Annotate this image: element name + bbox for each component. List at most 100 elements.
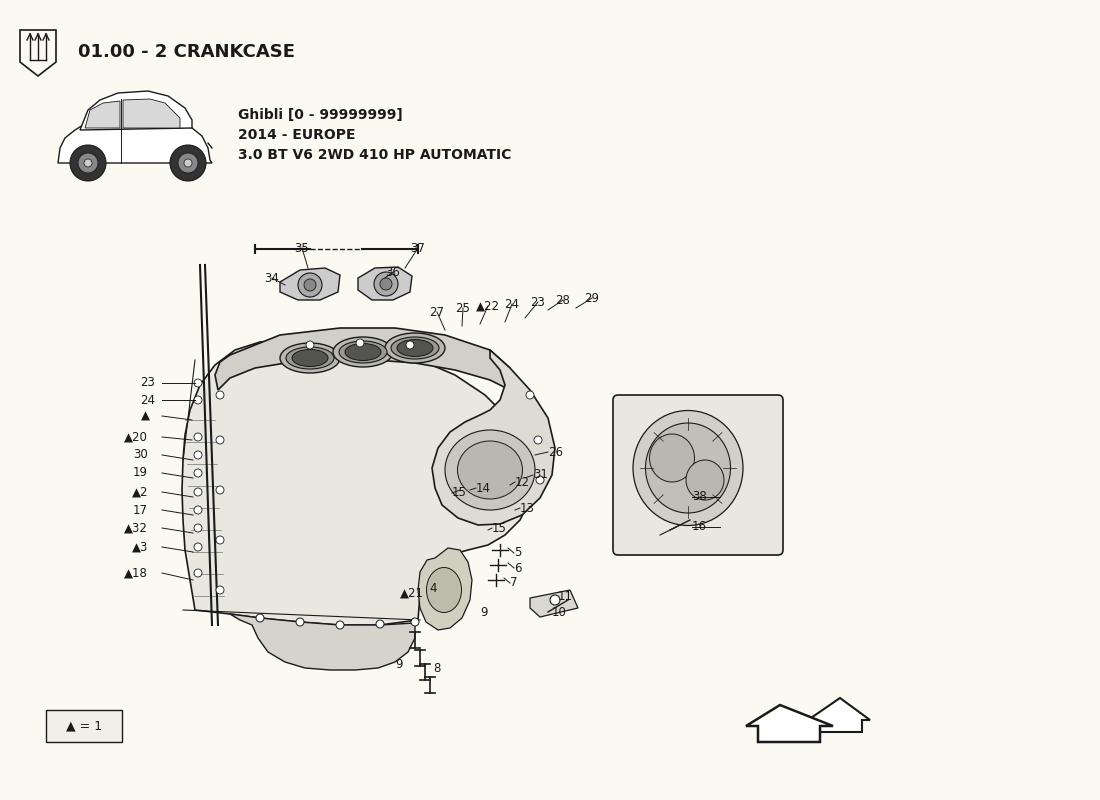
Circle shape <box>216 536 224 544</box>
FancyBboxPatch shape <box>613 395 783 555</box>
Circle shape <box>256 614 264 622</box>
Text: ▲20: ▲20 <box>124 430 148 443</box>
Text: ▲ = 1: ▲ = 1 <box>66 719 102 733</box>
Text: ▲22: ▲22 <box>476 299 501 313</box>
Circle shape <box>356 339 364 347</box>
Circle shape <box>304 279 316 291</box>
Circle shape <box>374 272 398 296</box>
Circle shape <box>194 433 202 441</box>
Circle shape <box>84 159 92 167</box>
Circle shape <box>379 278 392 290</box>
Text: 15: 15 <box>452 486 466 499</box>
Ellipse shape <box>686 460 724 500</box>
Text: 15: 15 <box>492 522 507 534</box>
Circle shape <box>216 391 224 399</box>
Text: 36: 36 <box>386 266 400 278</box>
Text: 10: 10 <box>552 606 567 618</box>
Text: 23: 23 <box>140 377 155 390</box>
Text: 01.00 - 2 CRANKCASE: 01.00 - 2 CRANKCASE <box>78 43 295 61</box>
Polygon shape <box>280 268 340 300</box>
Ellipse shape <box>390 337 439 359</box>
Circle shape <box>306 341 313 349</box>
Ellipse shape <box>385 333 446 363</box>
Text: 13: 13 <box>520 502 535 514</box>
Polygon shape <box>123 99 180 128</box>
Polygon shape <box>230 614 415 670</box>
Ellipse shape <box>339 341 387 363</box>
Circle shape <box>298 273 322 297</box>
Polygon shape <box>418 548 472 630</box>
Text: 23: 23 <box>530 295 546 309</box>
Circle shape <box>406 341 414 349</box>
Text: 30: 30 <box>133 449 148 462</box>
Circle shape <box>550 595 560 605</box>
Text: 9: 9 <box>480 606 487 618</box>
Text: 26: 26 <box>548 446 563 458</box>
Text: 25: 25 <box>455 302 471 314</box>
Text: 3.0 BT V6 2WD 410 HP AUTOMATIC: 3.0 BT V6 2WD 410 HP AUTOMATIC <box>238 148 512 162</box>
Circle shape <box>216 436 224 444</box>
Text: 31: 31 <box>534 469 548 482</box>
Text: ▲3: ▲3 <box>132 541 148 554</box>
Circle shape <box>170 145 206 181</box>
Circle shape <box>194 469 202 477</box>
Text: 24: 24 <box>140 394 155 406</box>
Circle shape <box>216 486 224 494</box>
Text: 2014 - EUROPE: 2014 - EUROPE <box>238 128 355 142</box>
FancyBboxPatch shape <box>46 710 122 742</box>
Polygon shape <box>746 705 833 742</box>
Ellipse shape <box>345 343 381 361</box>
Circle shape <box>526 391 534 399</box>
Text: 14: 14 <box>476 482 491 494</box>
Circle shape <box>70 145 106 181</box>
Ellipse shape <box>333 337 393 367</box>
Ellipse shape <box>280 343 340 373</box>
Polygon shape <box>85 101 120 128</box>
Circle shape <box>194 379 202 387</box>
Circle shape <box>534 436 542 444</box>
Text: 29: 29 <box>584 291 600 305</box>
Text: 4: 4 <box>429 582 437 594</box>
Circle shape <box>184 159 192 167</box>
Text: 35: 35 <box>295 242 309 254</box>
Polygon shape <box>530 590 578 617</box>
Text: 34: 34 <box>265 271 279 285</box>
Polygon shape <box>808 698 870 732</box>
Circle shape <box>194 451 202 459</box>
Text: 16: 16 <box>692 521 707 534</box>
Text: 17: 17 <box>133 503 148 517</box>
Circle shape <box>194 488 202 496</box>
Text: 28: 28 <box>556 294 571 306</box>
Text: 27: 27 <box>429 306 444 318</box>
Polygon shape <box>182 340 534 625</box>
Ellipse shape <box>446 430 535 510</box>
Circle shape <box>296 618 304 626</box>
Circle shape <box>336 621 344 629</box>
Circle shape <box>536 476 544 484</box>
Polygon shape <box>214 328 510 390</box>
Text: 8: 8 <box>433 662 440 674</box>
Text: Ghibli [0 - 99999999]: Ghibli [0 - 99999999] <box>238 108 403 122</box>
Text: 12: 12 <box>515 475 530 489</box>
Ellipse shape <box>458 441 522 499</box>
Text: 6: 6 <box>514 562 521 574</box>
Text: 11: 11 <box>558 590 573 603</box>
Text: ▲18: ▲18 <box>124 566 148 579</box>
Circle shape <box>178 153 198 173</box>
Circle shape <box>194 543 202 551</box>
Text: 7: 7 <box>510 577 517 590</box>
Circle shape <box>194 569 202 577</box>
Text: 9: 9 <box>395 658 403 671</box>
Text: ▲: ▲ <box>141 410 150 422</box>
Polygon shape <box>432 350 556 525</box>
Text: ▲2: ▲2 <box>132 486 148 498</box>
Circle shape <box>78 153 98 173</box>
Text: 24: 24 <box>505 298 519 310</box>
Ellipse shape <box>427 567 462 613</box>
Text: ▲32: ▲32 <box>124 522 148 534</box>
Circle shape <box>194 524 202 532</box>
Text: 38: 38 <box>692 490 706 503</box>
Circle shape <box>376 620 384 628</box>
Polygon shape <box>358 267 412 300</box>
Ellipse shape <box>397 339 433 357</box>
